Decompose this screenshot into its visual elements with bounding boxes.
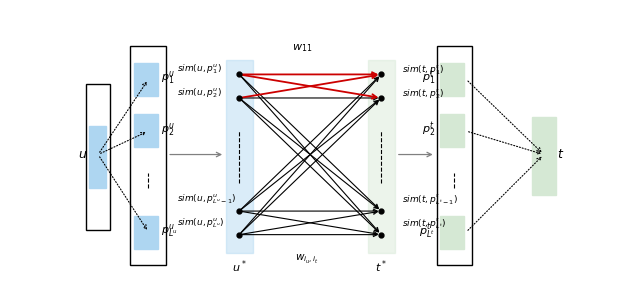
Text: $sim(u, p_{L^u}^u)$: $sim(u, p_{L^u}^u)$ xyxy=(177,216,224,230)
Text: $sim(u, p_1^u)$: $sim(u, p_1^u)$ xyxy=(177,63,222,76)
FancyBboxPatch shape xyxy=(532,117,556,195)
Text: $sim(u, p_{L^u-1}^u)$: $sim(u, p_{L^u-1}^u)$ xyxy=(177,192,236,206)
FancyBboxPatch shape xyxy=(226,60,253,253)
Text: $u^*$: $u^*$ xyxy=(232,258,246,275)
FancyBboxPatch shape xyxy=(368,60,395,253)
Text: $t^*$: $t^*$ xyxy=(375,258,387,275)
Text: $w_{i_u, i_t}$: $w_{i_u, i_t}$ xyxy=(295,253,319,266)
FancyBboxPatch shape xyxy=(440,216,465,249)
Text: $p_{L^u}^u$: $p_{L^u}^u$ xyxy=(161,222,178,240)
Text: $sim(u, p_2^u)$: $sim(u, p_2^u)$ xyxy=(177,87,222,100)
FancyBboxPatch shape xyxy=(437,46,472,265)
FancyBboxPatch shape xyxy=(134,216,159,249)
FancyBboxPatch shape xyxy=(134,63,159,95)
Text: $p_2^u$: $p_2^u$ xyxy=(161,121,176,138)
FancyBboxPatch shape xyxy=(440,63,465,95)
Text: $p_2^t$: $p_2^t$ xyxy=(422,121,435,139)
FancyBboxPatch shape xyxy=(130,46,166,265)
Text: $sim(t, p_{L^t}^t)$: $sim(t, p_{L^t}^t)$ xyxy=(403,215,446,231)
FancyBboxPatch shape xyxy=(134,114,159,147)
Text: $sim(t, p_1^t)$: $sim(t, p_1^t)$ xyxy=(403,62,444,77)
FancyBboxPatch shape xyxy=(440,114,465,147)
Text: t: t xyxy=(557,148,562,161)
Text: $sim(t, p_{L^t-1}^t)$: $sim(t, p_{L^t-1}^t)$ xyxy=(403,191,458,207)
Text: $sim(t, p_2^t)$: $sim(t, p_2^t)$ xyxy=(403,86,444,101)
FancyBboxPatch shape xyxy=(87,84,110,230)
Text: $p_{L^t}^t$: $p_{L^t}^t$ xyxy=(419,221,435,241)
Text: $p_1^u$: $p_1^u$ xyxy=(161,69,176,87)
Text: $p_1^t$: $p_1^t$ xyxy=(422,69,435,87)
Text: $w_{11}$: $w_{11}$ xyxy=(292,43,312,54)
Text: u: u xyxy=(78,148,86,161)
FancyBboxPatch shape xyxy=(88,126,106,188)
